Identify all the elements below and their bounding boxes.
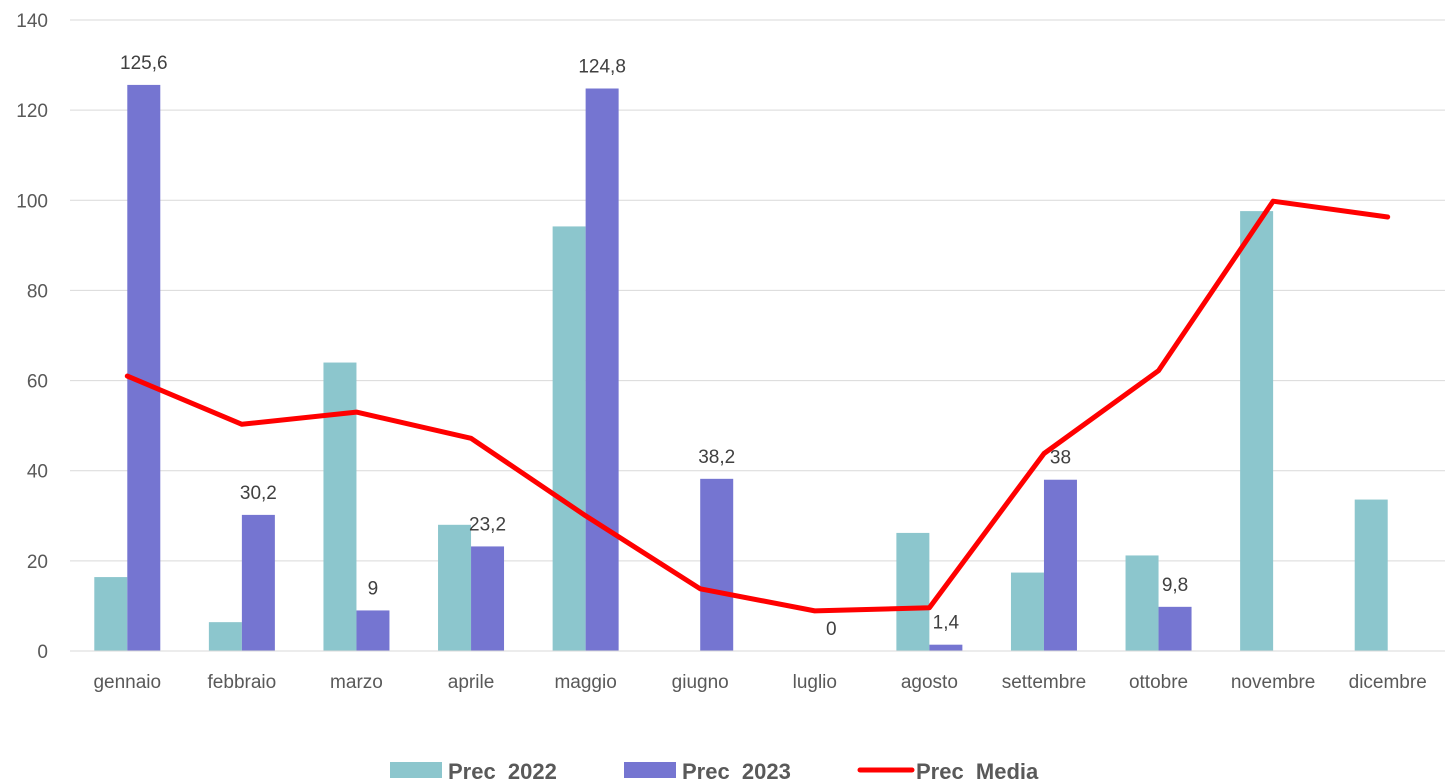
legend-label: Prec Media xyxy=(916,759,1039,782)
bar-prec-2022 xyxy=(1125,555,1159,651)
x-tick-label: giugno xyxy=(672,672,729,693)
bar-prec-2023 xyxy=(471,546,505,651)
bar-prec-2022 xyxy=(1010,572,1044,651)
line-prec-media xyxy=(124,198,1391,614)
legend-label: Prec 2023 xyxy=(682,759,791,782)
y-tick-label: 20 xyxy=(27,552,48,573)
bars xyxy=(94,84,1388,652)
bar-prec-2022 xyxy=(323,362,357,651)
x-tick-label: febbraio xyxy=(208,672,277,693)
bar-prec-2023 xyxy=(241,514,275,651)
data-label: 0 xyxy=(826,619,837,640)
legend-swatch xyxy=(624,762,676,778)
y-tick-label: 120 xyxy=(16,101,48,122)
bar-prec-2023 xyxy=(356,610,390,651)
bar-prec-2023 xyxy=(1158,606,1192,651)
y-tick-label: 140 xyxy=(16,11,48,32)
bar-prec-2022 xyxy=(552,226,586,652)
x-tick-label: dicembre xyxy=(1349,672,1427,693)
bar-prec-2022 xyxy=(208,622,242,651)
x-tick-label: ottobre xyxy=(1129,672,1188,693)
data-label: 38,2 xyxy=(698,447,735,468)
bar-prec-2022 xyxy=(94,577,128,651)
y-tick-label: 80 xyxy=(27,281,48,302)
legend: Prec 2022 Prec 2023 Prec Media xyxy=(390,759,1039,782)
bar-prec-2022 xyxy=(1354,499,1388,651)
y-axis-ticks: 0 20 40 60 80 100 120 140 xyxy=(16,11,48,663)
bar-prec-2023 xyxy=(585,88,619,652)
data-label: 9,8 xyxy=(1162,575,1188,596)
y-tick-label: 40 xyxy=(27,462,48,483)
x-axis-ticks: gennaio febbraio marzo aprile maggio giugno lu… xyxy=(93,672,1426,693)
x-tick-label: gennaio xyxy=(93,672,161,693)
data-labels: 125,6 30,2 9 23,2 124,8 38,2 0 1,4 38 9,8 xyxy=(120,53,1188,640)
y-tick-label: 0 xyxy=(37,642,48,663)
bar-prec-2023 xyxy=(1043,479,1077,651)
bar-prec-2023 xyxy=(127,84,161,652)
data-label: 30,2 xyxy=(240,483,277,504)
x-tick-label: maggio xyxy=(554,672,616,693)
data-label: 23,2 xyxy=(469,514,506,535)
x-tick-label: novembre xyxy=(1231,672,1316,693)
x-tick-label: agosto xyxy=(901,672,958,693)
gridlines xyxy=(70,19,1445,562)
x-tick-label: settembre xyxy=(1002,672,1086,693)
data-label: 9 xyxy=(368,578,379,599)
legend-swatch xyxy=(390,762,442,778)
data-label: 38 xyxy=(1050,448,1071,469)
data-label: 125,6 xyxy=(120,53,168,74)
bar-prec-2022 xyxy=(896,532,930,651)
x-tick-label: marzo xyxy=(330,672,383,693)
x-tick-label: aprile xyxy=(448,672,494,693)
bar-prec-2022 xyxy=(438,524,472,651)
y-tick-label: 100 xyxy=(16,191,48,212)
data-label: 124,8 xyxy=(578,57,626,78)
average-line xyxy=(124,198,1391,614)
data-label: 1,4 xyxy=(933,613,960,634)
bar-prec-2023 xyxy=(929,644,963,651)
legend-label: Prec 2022 xyxy=(448,759,557,782)
y-tick-label: 60 xyxy=(27,372,48,393)
x-tick-label: luglio xyxy=(793,672,837,693)
bar-prec-2022 xyxy=(1240,211,1274,652)
bar-prec-2023 xyxy=(700,478,734,651)
